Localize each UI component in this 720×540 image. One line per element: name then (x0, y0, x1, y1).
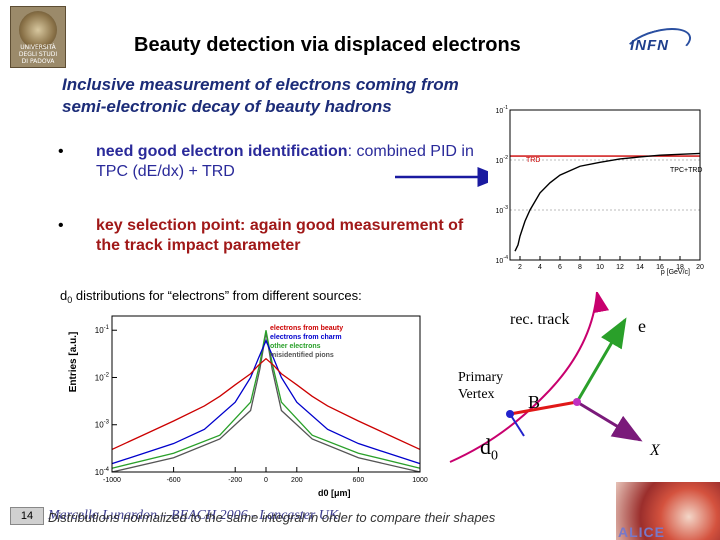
x-tick-label: 18 (676, 264, 684, 271)
d0-impact-line (509, 413, 525, 437)
subtitle-line-1: Inclusive measurement of electrons comin… (62, 75, 459, 94)
primary-vertex-line-1: Primary (458, 370, 504, 385)
page-number: 14 (10, 507, 44, 525)
chart-series-group (111, 330, 421, 473)
bullet-text: need good electron identification: combi… (96, 142, 476, 182)
x-label: X (650, 442, 660, 459)
d0-caption: d0 distributions for “electrons” from di… (60, 288, 362, 305)
chart-tick-labels: 10-4 10-3 10-2 10-1 -1000 -600 -200 0 200 600 1000 (95, 325, 428, 484)
y-tick-label: 10-4 (496, 255, 509, 265)
x-tick-label: -1000 (103, 477, 121, 484)
y-axis-label: Entries [a.u.] (68, 332, 79, 393)
x-tick-label: 20 (696, 264, 704, 271)
x-tick-label: 600 (353, 477, 365, 484)
bullet-text: key selection point: again good measurem… (96, 216, 476, 256)
x-tick-label: 16 (656, 264, 664, 271)
legend-label: misidentified pions (270, 352, 334, 359)
bullet-rest: : again good measurement of the track im… (96, 217, 464, 254)
x-tick-label: 14 (636, 264, 644, 271)
x-tick-label: 12 (616, 264, 624, 271)
d0-symbol: d (60, 288, 68, 303)
subtitle-line-2: semi-electronic decay of beauty hadrons (62, 97, 392, 116)
annotation-trd: TRD (526, 157, 540, 164)
y-tick-label: 10-2 (95, 372, 110, 382)
legend-label: electrons from beauty (270, 325, 343, 332)
x-tick-label: 2 (518, 264, 522, 271)
y-tick-label: 10-2 (496, 155, 509, 165)
bullet-marker: • (58, 217, 64, 234)
chart-axes (111, 315, 421, 473)
chart-tick-labels: 10-4 10-3 10-2 10-1 2 4 6 8 10 12 14 16 18 20 (496, 105, 704, 271)
footer-author: Marcello Lunardon – BEACH 2006 - Lancast… (48, 508, 339, 523)
annotation-tpc-trd: TPC+TRD (670, 167, 702, 174)
b-track-line (509, 400, 578, 416)
x-tick-label: 1000 (412, 477, 428, 484)
x-axis-label: d0 [μm] (318, 488, 351, 498)
primary-vertex-line-2: Vertex (458, 387, 495, 402)
rec-track-label: rec. track (510, 311, 570, 328)
x-tick-label: 4 (538, 264, 542, 271)
slide-title: Beauty detection via displaced electrons (134, 34, 521, 56)
d0-label-symbol: d (480, 434, 491, 459)
series-line (111, 357, 421, 451)
primary-vertex-dot (506, 410, 514, 418)
electron-track-line (575, 317, 627, 403)
series-line (514, 152, 701, 252)
x-tick-label: -200 (228, 477, 242, 484)
legend-label: other electrons (270, 343, 321, 350)
x-tick-label: 10 (596, 264, 604, 271)
y-tick-label: 10-3 (95, 420, 110, 430)
chart-axes (509, 109, 701, 261)
legend-label: electrons from charm (270, 334, 342, 341)
pid-efficiency-chart: 10-4 10-3 10-2 10-1 2 4 6 8 10 12 14 16 18 20 TRD TPC… (488, 100, 708, 276)
series-line (111, 339, 421, 465)
y-tick-label: 10-3 (496, 205, 509, 215)
chart-legend: electrons from beauty electrons from char… (270, 325, 343, 359)
slide-subtitle: Inclusive measurement of electrons comin… (62, 74, 582, 118)
x-track-line (576, 400, 643, 442)
primary-vertex-label: Primary Vertex (458, 369, 503, 403)
bullet-rest: : combined PID in TPC (dE/dx) + TRD (96, 143, 474, 180)
d0-caption-text: distributions for “electrons” from diffe… (72, 288, 362, 303)
x-tick-label: 200 (291, 477, 303, 484)
university-seal (19, 11, 57, 49)
bullet-key: need good electron identification (96, 143, 348, 160)
x-tick-label: -600 (167, 477, 181, 484)
rec-track-line (449, 291, 598, 463)
infn-logo: INFN (621, 21, 695, 69)
d0-subscript: 0 (67, 295, 73, 305)
y-tick-label: 10-4 (95, 467, 110, 477)
x-tick-label: 8 (578, 264, 582, 271)
chart-series-group (510, 152, 701, 252)
d0-label-subscript: 0 (491, 448, 498, 464)
d0-label: d0 (480, 434, 498, 464)
d0-distribution-chart: 10-4 10-3 10-2 10-1 -1000 -600 -200 0 200 600 1000… (62, 304, 428, 502)
series-line (111, 330, 421, 469)
university-padova-logo: UNIVERSITÀ DEGLI STUDI DI PADOVA (10, 6, 66, 68)
alice-logo: ALICE (616, 482, 720, 540)
x-tick-label: 6 (558, 264, 562, 271)
electron-label: e (638, 316, 646, 336)
infn-logo-text: INFN (630, 37, 669, 54)
padova-logo-text: UNIVERSITÀ DEGLI STUDI DI PADOVA (18, 44, 58, 65)
bullet-key: key selection point (96, 217, 241, 234)
plot-frame (509, 109, 701, 261)
rec-track-arrow (593, 292, 610, 314)
footer-note: Distributions normalized to the same int… (48, 510, 496, 525)
y-tick-label: 10-1 (496, 105, 509, 115)
alice-logo-text: ALICE (618, 524, 665, 540)
decay-vertex-dot (573, 398, 581, 406)
y-tick-label: 10-1 (95, 325, 110, 335)
bullet-marker: • (58, 143, 64, 160)
x-axis-label: p [GeV/c] (661, 269, 690, 276)
x-tick-label: 0 (264, 477, 268, 484)
b-hadron-label: B (528, 392, 541, 412)
